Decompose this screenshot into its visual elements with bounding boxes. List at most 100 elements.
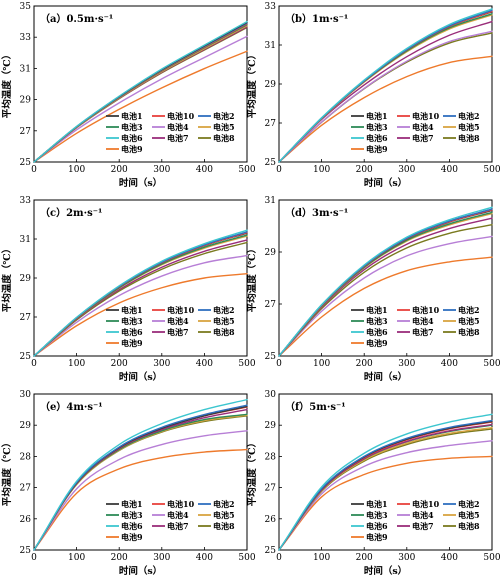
- legend-label: 电池2: [213, 305, 235, 315]
- y-tick-label: 28: [265, 452, 277, 462]
- y-tick-label: 30: [20, 390, 32, 400]
- x-tick-label: 300: [153, 165, 170, 175]
- legend-label: 电池3: [366, 122, 388, 132]
- legend-label: 电池5: [458, 510, 480, 520]
- x-tick-label: 500: [238, 165, 255, 175]
- x-tick-label: 200: [356, 553, 373, 563]
- legend: 电池1 电池10 电池2 电池3 电池4 电池5 电池6 电池7 电池8 电池9: [106, 111, 235, 154]
- legend-label: 电池7: [167, 327, 189, 337]
- chart-panel-c: 0 100 200 300 400 500 25 27 29 31 33 时间（s） 平均温度（℃） （c…: [1, 196, 256, 383]
- legend-label: 电池7: [412, 133, 434, 143]
- legend-label: 电池10: [412, 305, 440, 315]
- x-tick-label: 500: [238, 553, 255, 563]
- y-tick-label: 29: [265, 80, 277, 90]
- y-axis-label: 平均温度（℃）: [246, 438, 258, 506]
- y-tick-label: 26: [20, 515, 32, 525]
- x-tick-label: 400: [196, 553, 213, 563]
- x-axis-label: 时间（s）: [119, 371, 162, 383]
- y-tick-label: 25: [265, 352, 277, 362]
- legend-label: 电池1: [366, 499, 388, 509]
- y-tick-label: 29: [20, 96, 32, 106]
- legend-label: 电池8: [213, 521, 235, 531]
- legend-label: 电池4: [412, 122, 434, 132]
- x-tick-label: 200: [111, 359, 128, 369]
- x-tick-label: 100: [68, 165, 85, 175]
- panel-title: （c）2m·s⁻¹: [40, 206, 102, 219]
- x-tick-label: 200: [356, 359, 373, 369]
- legend-label: 电池5: [213, 316, 235, 326]
- x-axis-label: 时间（s）: [364, 177, 407, 189]
- series-line-电池9: [278, 55, 493, 163]
- x-tick-label: 200: [111, 165, 128, 175]
- y-tick-label: 35: [20, 2, 32, 12]
- legend-label: 电池5: [458, 316, 480, 326]
- legend-label: 电池10: [412, 111, 440, 121]
- legend-label: 电池1: [121, 499, 143, 509]
- plot-frame: [278, 393, 493, 551]
- y-axis-label: 平均温度（℃）: [1, 438, 13, 506]
- y-tick-label: 30: [265, 390, 277, 400]
- y-tick-label: 27: [20, 127, 32, 137]
- series-line-电池8: [33, 241, 248, 357]
- legend-label: 电池5: [213, 122, 235, 132]
- y-tick-label: 31: [20, 235, 31, 245]
- y-tick-label: 25: [20, 158, 32, 168]
- x-tick-label: 400: [441, 165, 458, 175]
- legend-label: 电池6: [366, 327, 388, 337]
- series-lines: [278, 8, 493, 163]
- series-line-电池9: [33, 50, 248, 163]
- x-axis-label: 时间（s）: [119, 565, 162, 577]
- x-axis-label: 时间（s）: [364, 371, 407, 383]
- series-line-电池4: [278, 30, 493, 163]
- legend-label: 电池2: [458, 499, 480, 509]
- panel-title: （a）0.5m·s⁻¹: [40, 12, 113, 25]
- y-tick-label: 31: [265, 196, 276, 206]
- legend-label: 电池7: [412, 327, 434, 337]
- legend-label: 电池4: [167, 510, 189, 520]
- legend-label: 电池7: [167, 133, 189, 143]
- series-line-电池8: [278, 224, 493, 357]
- y-tick-label: 27: [20, 313, 32, 323]
- series-line-电池6: [33, 398, 248, 551]
- series-line-电池4: [278, 235, 493, 357]
- panel-title: （e）4m·s⁻¹: [40, 400, 103, 413]
- x-tick-label: 100: [313, 165, 330, 175]
- series-line-电池4: [33, 254, 248, 357]
- y-tick-label: 29: [20, 274, 32, 284]
- x-tick-label: 400: [196, 165, 213, 175]
- legend-label: 电池8: [458, 133, 480, 143]
- legend-label: 电池1: [121, 305, 143, 315]
- y-tick-label: 29: [20, 421, 32, 431]
- x-tick-label: 0: [31, 553, 37, 563]
- panel-title: （b）1m·s⁻¹: [285, 12, 348, 25]
- y-axis-label: 平均温度（℃）: [246, 50, 258, 118]
- y-tick-label: 25: [20, 352, 32, 362]
- legend-label: 电池6: [121, 133, 143, 143]
- series-line-电池9: [278, 455, 493, 551]
- y-tick-label: 28: [20, 452, 32, 462]
- series-line-电池4: [33, 35, 248, 163]
- y-tick-label: 27: [20, 484, 32, 494]
- y-axis-label: 平均温度（℃）: [1, 244, 13, 312]
- series-line-电池6: [278, 206, 493, 357]
- x-tick-label: 100: [313, 359, 330, 369]
- legend-label: 电池6: [121, 521, 143, 531]
- series-line-电池6: [278, 8, 493, 163]
- y-tick-label: 29: [265, 248, 277, 258]
- legend-label: 电池2: [458, 305, 480, 315]
- y-tick-label: 29: [265, 421, 277, 431]
- series-lines: [33, 398, 248, 551]
- series-line-电池4: [33, 430, 248, 551]
- y-tick-label: 27: [265, 119, 277, 129]
- x-tick-label: 0: [276, 359, 282, 369]
- legend-label: 电池4: [167, 122, 189, 132]
- legend-label: 电池3: [121, 510, 143, 520]
- legend-label: 电池1: [121, 111, 143, 121]
- x-tick-label: 300: [398, 165, 415, 175]
- y-tick-label: 27: [265, 300, 277, 310]
- chart-panel-a: 0 100 200 300 400 500 25 27 29 31 33 35 时间（s） 平均温度（℃）…: [1, 2, 256, 189]
- x-tick-label: 200: [356, 165, 373, 175]
- y-tick-label: 25: [265, 546, 277, 556]
- legend: 电池1 电池10 电池2 电池3 电池4 电池5 电池6 电池7 电池8 电池9: [351, 499, 480, 542]
- x-tick-label: 400: [196, 359, 213, 369]
